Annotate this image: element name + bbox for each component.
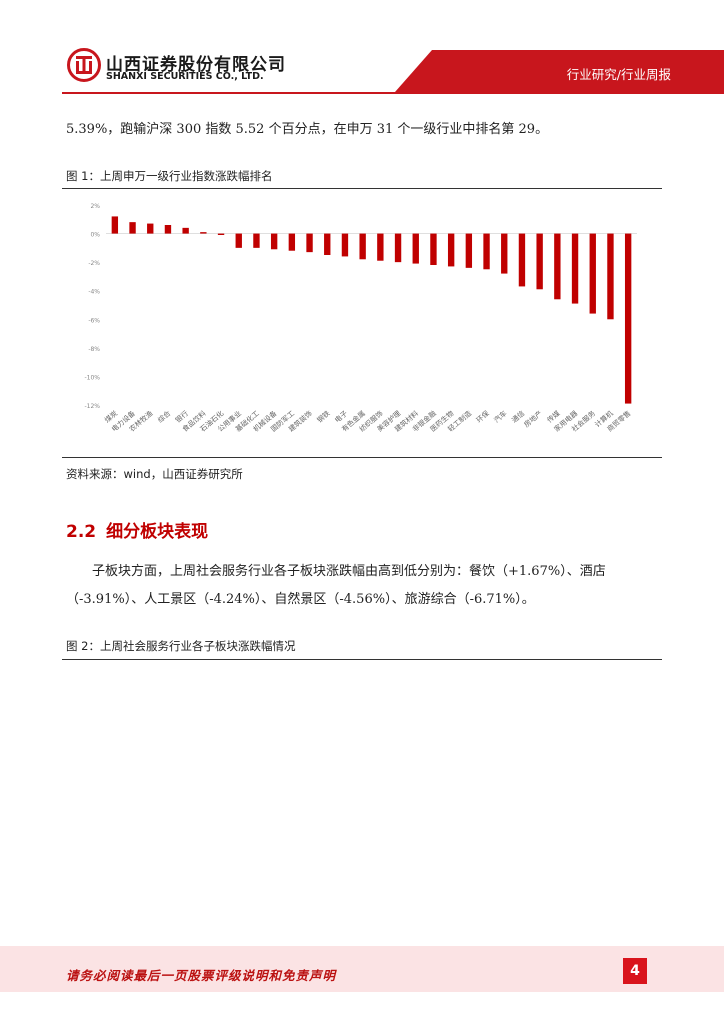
bar (518, 233, 526, 287)
bar (341, 233, 349, 257)
x-category-label: 环保 (474, 409, 491, 425)
company-logo-icon (67, 48, 101, 82)
x-category-label: 综合 (156, 409, 173, 425)
page-number: 4 (623, 958, 647, 984)
footer-disclaimer: 请务必阅读最后一页股票评级说明和免责声明 (66, 968, 337, 983)
paragraph-subsectors-line2: （-3.91%）、人工景区（-4.24%）、自然景区（-4.56%）、旅游综合（… (66, 592, 535, 607)
bar (536, 233, 543, 290)
y-tick-label: -2% (88, 260, 100, 267)
bar (164, 225, 172, 234)
bar (430, 233, 437, 265)
y-tick-label: -8% (88, 346, 100, 353)
y-tick-label: -6% (88, 317, 100, 324)
company-name-cn: 山西证券股份有限公司 (106, 55, 286, 75)
bar (501, 233, 508, 274)
x-category-label: 汽车 (492, 409, 509, 425)
bar (129, 222, 136, 234)
bar (324, 233, 331, 255)
bar (465, 233, 473, 268)
bar (377, 233, 384, 261)
bar (607, 233, 614, 320)
y-tick-label: -10% (84, 374, 100, 381)
bar (253, 233, 260, 248)
bar (200, 232, 207, 234)
paragraph-subsectors-line1: 子板块方面，上周社会服务行业各子板块涨跌幅由高到低分别为：餐饮（+1.67%）、… (92, 564, 606, 579)
y-tick-label: -12% (84, 403, 100, 410)
paragraph-performance: 5.39%，跑输沪深 300 指数 5.52 个百分点，在申万 31 个一级行业… (66, 122, 549, 137)
report-header: 山西证券股份有限公司 SHANXI SECURITIES CO., LTD. 行… (0, 0, 724, 96)
company-name-en: SHANXI SECURITIES CO., LTD. (106, 71, 264, 82)
bar (147, 223, 154, 234)
bar (554, 233, 561, 300)
bar (270, 233, 278, 250)
bar (182, 227, 189, 234)
figure1-caption: 图 1：上周申万一级行业指数涨跌幅排名 (66, 169, 273, 183)
bar (447, 233, 455, 267)
section-number: 2.2 (66, 522, 97, 542)
section-title: 2.2 细分板块表现 (66, 517, 208, 542)
y-tick-label: 2% (90, 203, 100, 210)
bar (589, 233, 596, 314)
section-heading: 细分板块表现 (106, 522, 209, 542)
bar (483, 233, 490, 270)
bar (288, 233, 296, 251)
bar (111, 216, 119, 234)
report-type-label: 行业研究/行业周报 (566, 67, 671, 82)
bar (235, 233, 242, 248)
y-tick-label: -4% (88, 289, 100, 296)
x-category-label: 钢铁 (315, 409, 332, 425)
header-ribbon (62, 50, 724, 94)
y-tick-label: 0% (90, 232, 100, 239)
bar (571, 233, 579, 304)
footer-band (0, 946, 724, 992)
bar (624, 233, 632, 404)
figure2-top-rule (62, 659, 662, 660)
bar (217, 233, 225, 235)
figure2-caption: 图 2：上周社会服务行业各子板块涨跌幅情况 (66, 639, 296, 653)
bar (394, 233, 402, 263)
bar (306, 233, 313, 253)
figure1-bottom-rule (62, 457, 662, 458)
figure1-top-rule (62, 188, 662, 189)
bar (412, 233, 419, 264)
x-category-label: 房地产 (522, 409, 544, 429)
figure1-source: 资料来源：wind，山西证券研究所 (66, 467, 243, 481)
bar (359, 233, 366, 260)
